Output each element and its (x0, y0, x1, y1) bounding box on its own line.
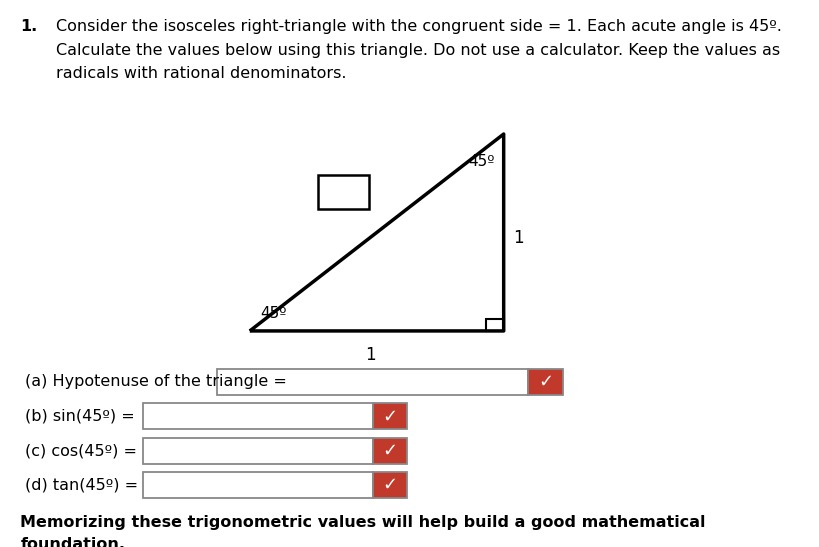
Text: (c) cos(45º) =: (c) cos(45º) = (25, 443, 137, 458)
Bar (143, 403, 373, 429)
Text: foundation.: foundation. (20, 537, 125, 547)
Bar (373, 403, 407, 429)
Text: ✓: ✓ (382, 442, 397, 459)
Text: Memorizing these trigonometric values will help build a good mathematical: Memorizing these trigonometric values wi… (20, 515, 706, 530)
Text: Calculate the values below using this triangle. Do not use a calculator. Keep th: Calculate the values below using this tr… (56, 43, 780, 57)
Text: 45º: 45º (468, 154, 495, 169)
Bar (318, 175, 369, 209)
Text: ✓: ✓ (382, 476, 397, 494)
Text: 1: 1 (514, 229, 524, 247)
Text: 1.: 1. (20, 19, 38, 34)
Text: radicals with rational denominators.: radicals with rational denominators. (56, 66, 346, 81)
Text: ✓: ✓ (382, 408, 397, 425)
Bar (143, 472, 373, 498)
Text: Consider the isosceles right-triangle with the congruent side = 1. Each acute an: Consider the isosceles right-triangle wi… (56, 19, 781, 34)
Bar (217, 369, 528, 395)
Bar (373, 438, 407, 464)
Text: ✓: ✓ (538, 373, 553, 391)
Text: (a) Hypotenuse of the triangle =: (a) Hypotenuse of the triangle = (25, 374, 287, 389)
Bar (373, 472, 407, 498)
Text: 1: 1 (365, 346, 375, 364)
Text: (d) tan(45º) =: (d) tan(45º) = (25, 478, 138, 493)
Bar (486, 319, 504, 331)
Bar (143, 438, 373, 464)
Bar (528, 369, 563, 395)
Text: (b) sin(45º) =: (b) sin(45º) = (25, 409, 134, 424)
Text: 45º: 45º (260, 306, 287, 321)
